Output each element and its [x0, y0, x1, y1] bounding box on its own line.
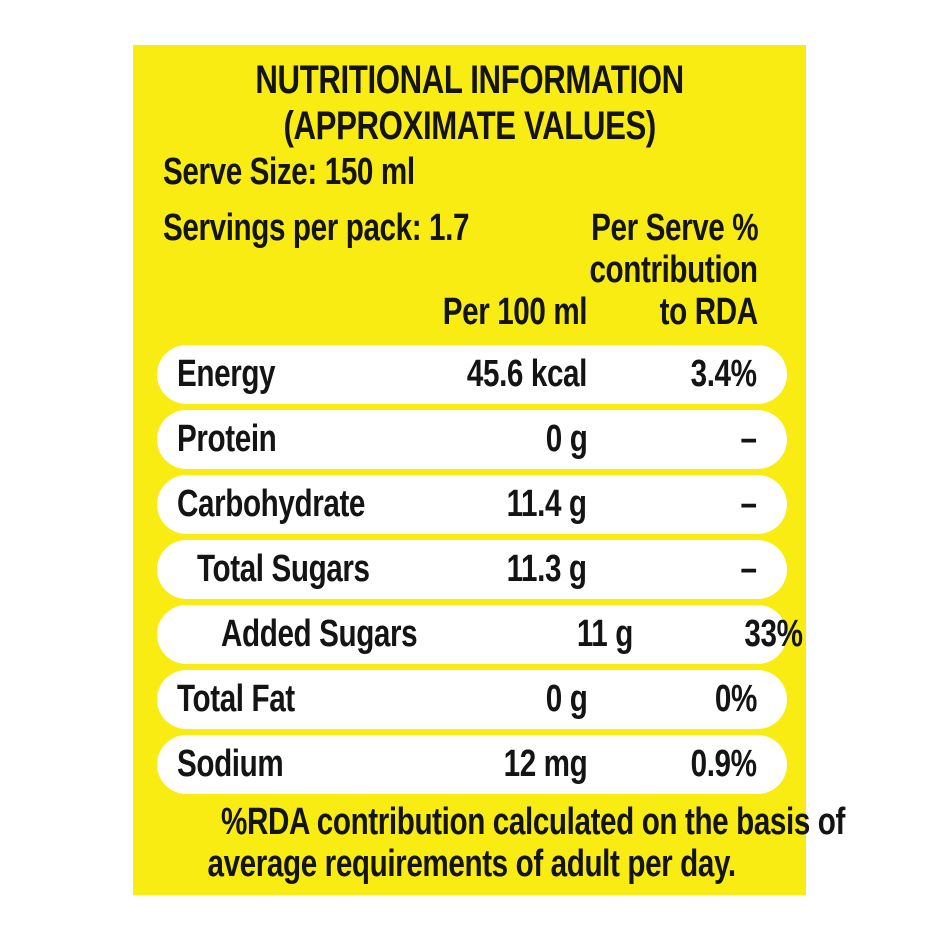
rda-percent-value: 0.9%	[690, 743, 757, 785]
table-row: Total Sugars 11.3 g –	[157, 540, 787, 599]
per-100ml-value: 0 g	[545, 678, 587, 720]
nutrient-name: Total Sugars	[197, 548, 370, 590]
rda-percent-value: –	[740, 483, 757, 525]
nutrient-name: Total Fat	[177, 678, 295, 720]
nutrient-name: Added Sugars	[221, 613, 418, 655]
per-100ml-value: 11 g	[576, 613, 633, 655]
title-line-1: NUTRITIONAL INFORMATION	[255, 58, 684, 102]
title-line-2: (APPROXIMATE VALUES)	[283, 104, 656, 148]
table-row: Energy 45.6 kcal 3.4%	[157, 345, 787, 404]
servings-per-pack-text: Servings per pack: 1.7	[163, 207, 470, 249]
nutrient-name: Carbohydrate	[177, 483, 366, 525]
per-100ml-value: 45.6 kcal	[466, 353, 587, 395]
rda-percent-value: 3.4%	[690, 353, 757, 395]
rda-percent-value: –	[740, 548, 757, 590]
nutrient-name: Protein	[177, 418, 277, 460]
nutrition-label-panel: NUTRITIONAL INFORMATION (APPROXIMATE VAL…	[133, 45, 845, 895]
nutrition-table: Energy 45.6 kcal 3.4% Protein 0 g – Carb…	[157, 345, 803, 800]
table-row: Protein 0 g –	[157, 410, 787, 469]
column-header-per-100ml: Per 100 ml	[442, 291, 588, 333]
nutrient-name: Sodium	[177, 743, 284, 785]
table-row: Sodium 12 mg 0.9%	[157, 735, 787, 794]
rda-percent-value: –	[740, 418, 757, 460]
column-header-per-serve-rda: Per Serve % contribution to RDA	[589, 207, 759, 333]
table-row: Total Fat 0 g 0%	[157, 670, 787, 729]
table-row: Carbohydrate 11.4 g –	[157, 475, 787, 534]
serve-size-text: Serve Size: 150 ml	[163, 151, 415, 193]
label-title: NUTRITIONAL INFORMATION (APPROXIMATE VAL…	[133, 57, 806, 149]
per-100ml-value: 12 mg	[503, 743, 587, 785]
per-100ml-value: 11.3 g	[506, 548, 587, 590]
table-row: Added Sugars 11 g 33%	[157, 605, 803, 664]
per-100ml-value: 11.4 g	[506, 483, 587, 525]
rda-percent-value: 33%	[744, 613, 803, 655]
rda-percent-value: 0%	[714, 678, 757, 720]
nutrient-name: Energy	[177, 353, 276, 395]
rda-footnote: %RDA contribution calculated on the basi…	[207, 801, 845, 885]
per-100ml-value: 0 g	[545, 418, 587, 460]
